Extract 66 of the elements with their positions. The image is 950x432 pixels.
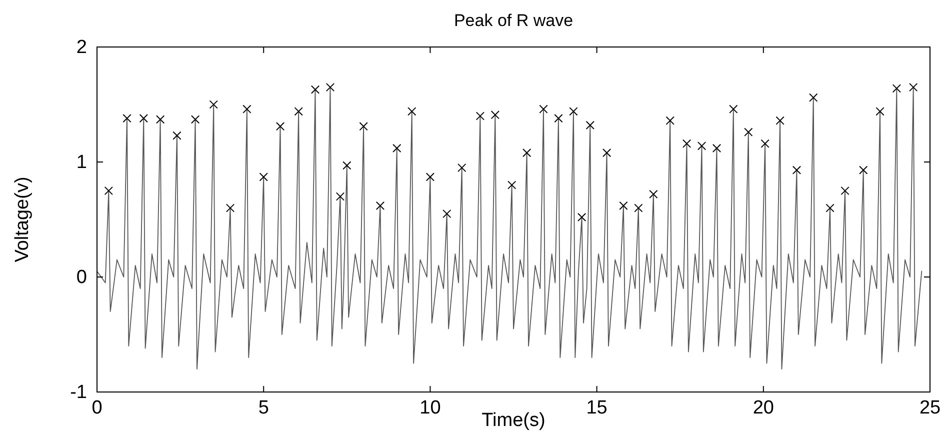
point <box>666 116 674 125</box>
point <box>122 114 132 123</box>
y-tick-label: 2 <box>76 37 87 58</box>
point <box>682 139 692 148</box>
point <box>826 204 834 212</box>
point <box>458 163 466 172</box>
chart-title: Peak of R wave <box>454 11 574 30</box>
point <box>634 204 643 212</box>
point <box>909 82 918 92</box>
point <box>190 115 200 124</box>
point <box>408 107 416 116</box>
point <box>554 114 563 123</box>
point <box>859 166 868 174</box>
point <box>569 107 578 116</box>
point <box>619 201 628 210</box>
point <box>490 110 500 120</box>
point <box>294 107 303 116</box>
point <box>577 212 586 222</box>
point <box>392 144 402 153</box>
point <box>602 148 612 158</box>
point <box>840 186 850 196</box>
y-axis-title: Voltage(v) <box>12 176 33 262</box>
point <box>376 201 385 210</box>
point <box>276 122 285 131</box>
point <box>442 209 452 218</box>
point <box>104 186 113 196</box>
point <box>326 82 335 92</box>
point <box>522 148 532 158</box>
x-axis-title: Time(s) <box>482 410 546 431</box>
y-tick-label: 1 <box>76 152 87 174</box>
point <box>209 100 218 109</box>
x-tick-label: 0 <box>92 397 102 418</box>
point <box>156 115 165 124</box>
point <box>876 107 884 116</box>
y-tick-label: 0 <box>76 267 87 288</box>
line-series <box>96 86 922 370</box>
x-tick-label: 15 <box>586 397 608 418</box>
point <box>712 144 722 153</box>
point <box>426 172 435 182</box>
point <box>649 190 658 199</box>
point <box>310 85 320 94</box>
point <box>760 139 770 148</box>
point <box>342 161 352 170</box>
x-tick-label: 25 <box>919 397 941 418</box>
point <box>586 120 594 130</box>
point <box>744 128 753 136</box>
point <box>697 142 706 150</box>
y-tick-label: -1 <box>70 382 87 404</box>
point <box>259 172 268 182</box>
x-tick-label: 20 <box>752 397 774 418</box>
point <box>476 112 485 120</box>
x-tick-label: 5 <box>258 397 269 418</box>
point <box>792 166 802 174</box>
point <box>809 93 818 102</box>
x-tick-label: 10 <box>420 397 441 418</box>
point <box>892 84 902 93</box>
point <box>226 204 235 212</box>
point <box>242 104 252 114</box>
point <box>776 116 784 125</box>
point <box>729 104 738 114</box>
point <box>359 122 368 131</box>
point <box>508 180 516 190</box>
point <box>172 131 182 140</box>
point <box>336 192 345 201</box>
point <box>139 114 148 123</box>
point <box>539 104 548 114</box>
